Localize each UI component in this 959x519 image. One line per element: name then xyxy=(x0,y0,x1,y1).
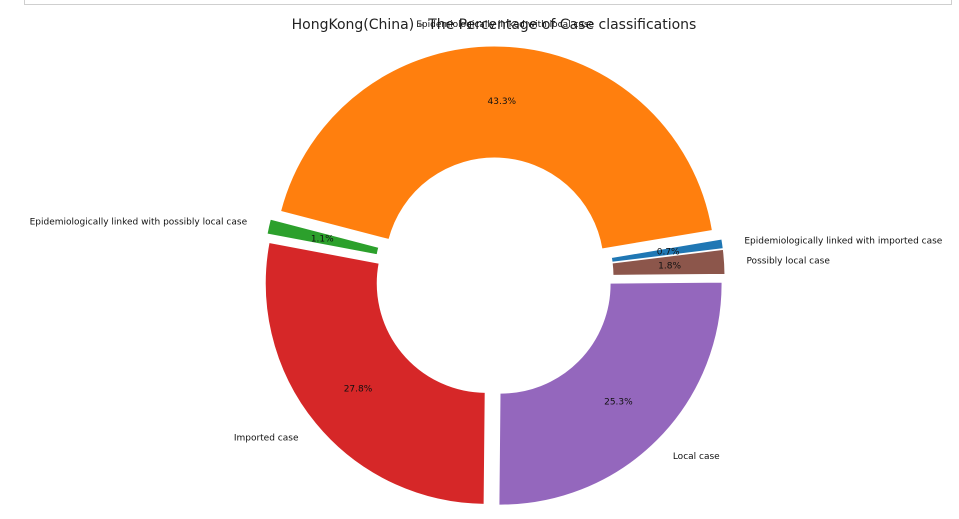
slice-epidemiologically-linked-with-local-case xyxy=(279,45,713,250)
slice-label-local-case: Local case xyxy=(673,452,720,462)
slice-local-case xyxy=(498,281,723,506)
slice-possibly-local-case xyxy=(611,248,726,276)
pct-label-epidemiologically-linked-with-imported-case: 0.7% xyxy=(657,248,680,258)
slice-label-epidemiologically-linked-with-imported-case: Epidemiologically linked with imported c… xyxy=(744,237,942,247)
slice-imported-case xyxy=(264,241,486,505)
pct-label-epidemiologically-linked-with-possibly-local-case: 1.1% xyxy=(311,235,334,245)
chart-title: HongKong(China) - The Percentage of Case… xyxy=(292,17,697,33)
slices-group xyxy=(264,45,726,506)
slice-label-epidemiologically-linked-with-local-case: Epidemiologically linked with local case xyxy=(416,20,594,30)
slice-label-epidemiologically-linked-with-possibly-local-case: Epidemiologically linked with possibly l… xyxy=(30,218,248,228)
top-frame xyxy=(24,0,952,5)
labels-group: Epidemiologically linked with imported c… xyxy=(30,20,943,462)
slice-epidemiologically-linked-with-possibly-local-case xyxy=(266,218,380,256)
slice-label-imported-case: Imported case xyxy=(234,434,299,444)
pct-label-local-case: 25.3% xyxy=(604,397,633,407)
slice-label-possibly-local-case: Possibly local case xyxy=(746,256,830,266)
slice-epidemiologically-linked-with-imported-case xyxy=(610,238,724,263)
pct-label-possibly-local-case: 1.8% xyxy=(658,261,681,271)
pct-label-epidemiologically-linked-with-local-case: 43.3% xyxy=(488,97,517,107)
pct-label-imported-case: 27.8% xyxy=(344,385,373,395)
